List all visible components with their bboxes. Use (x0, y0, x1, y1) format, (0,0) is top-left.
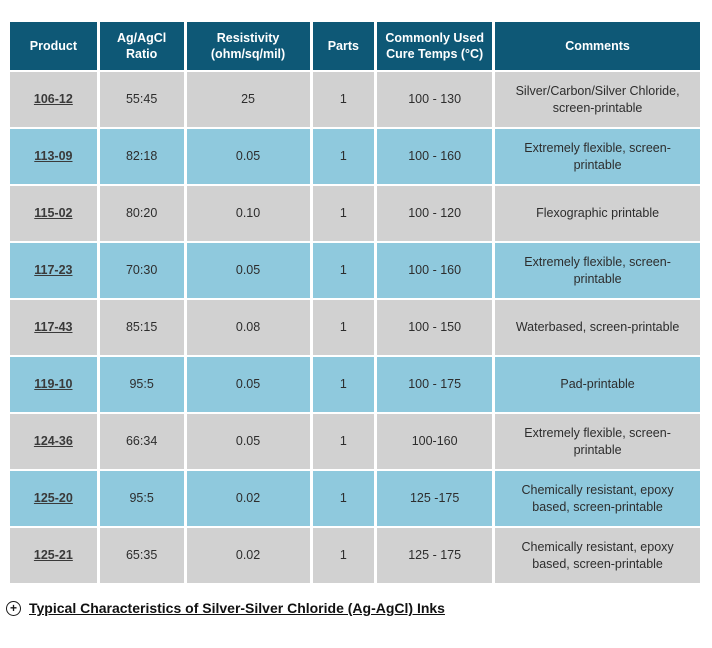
table-row: 124-36 66:34 0.05 1 100-160 Extremely flexibl… (10, 414, 700, 469)
cell-comments: Pad-printable (495, 357, 700, 412)
cell-comments: Flexographic printable (495, 186, 700, 241)
ink-products-table: Product Ag/AgCl Ratio Resistivity (ohm/s… (7, 20, 703, 585)
cell-resistivity: 25 (186, 72, 310, 127)
cell-comments: Extremely flexible, screen-printable (495, 243, 700, 298)
cell-resistivity: 0.05 (186, 357, 310, 412)
column-header-resistivity: Resistivity (ohm/sq/mil) (186, 22, 310, 70)
cell-ratio: 66:34 (99, 414, 184, 469)
cell-cure-temps: 100 - 150 (377, 300, 493, 355)
cell-ratio: 95:5 (99, 471, 184, 526)
cell-cure-temps: 100 - 120 (377, 186, 493, 241)
cell-parts: 1 (312, 129, 375, 184)
cell-resistivity: 0.05 (186, 129, 310, 184)
cell-ratio: 80:20 (99, 186, 184, 241)
cell-ratio: 95:5 (99, 357, 184, 412)
cell-resistivity: 0.10 (186, 186, 310, 241)
cell-comments: Extremely flexible, screen-printable (495, 129, 700, 184)
table-row: 117-23 70:30 0.05 1 100 - 160 Extremely flexi… (10, 243, 700, 298)
header-row: Product Ag/AgCl Ratio Resistivity (ohm/s… (10, 22, 700, 70)
circled-plus-icon[interactable]: + (6, 600, 21, 616)
cell-product: 113-09 (10, 129, 97, 184)
cell-cure-temps: 100 - 130 (377, 72, 493, 127)
column-header-comments: Comments (495, 22, 700, 70)
cell-product: 124-36 (10, 414, 97, 469)
cell-product: 117-43 (10, 300, 97, 355)
cell-ratio: 70:30 (99, 243, 184, 298)
cell-product: 115-02 (10, 186, 97, 241)
page: Product Ag/AgCl Ratio Resistivity (ohm/s… (0, 20, 712, 648)
column-header-parts: Parts (312, 22, 375, 70)
cell-comments: Chemically resistant, epoxy based, scree… (495, 471, 700, 526)
cell-comments: Chemically resistant, epoxy based, scree… (495, 528, 700, 583)
typical-characteristics-link[interactable]: Typical Characteristics of Silver-Silver… (29, 600, 445, 616)
cell-product: 117-23 (10, 243, 97, 298)
table-body: 106-12 55:45 25 1 100 - 130 Silver/Carbon/Sil… (10, 72, 700, 583)
cell-cure-temps: 100 - 175 (377, 357, 493, 412)
cell-cure-temps: 100 - 160 (377, 243, 493, 298)
cell-ratio: 85:15 (99, 300, 184, 355)
product-link[interactable]: 113-09 (34, 149, 73, 164)
product-link[interactable]: 125-20 (33, 491, 73, 506)
cell-parts: 1 (312, 414, 375, 469)
cell-product: 125-20 (10, 471, 97, 526)
cell-resistivity: 0.02 (186, 471, 310, 526)
cell-cure-temps: 100-160 (377, 414, 493, 469)
product-link[interactable]: 115-02 (34, 206, 73, 221)
product-link[interactable]: 117-23 (34, 263, 73, 278)
cell-ratio: 82:18 (99, 129, 184, 184)
cell-ratio: 65:35 (99, 528, 184, 583)
cell-resistivity: 0.02 (186, 528, 310, 583)
cell-cure-temps: 100 - 160 (377, 129, 493, 184)
cell-product: 119-10 (10, 357, 97, 412)
column-header-cure-temps: Commonly Used Cure Temps (°C) (377, 22, 493, 70)
cell-comments: Waterbased, screen-printable (495, 300, 700, 355)
cell-parts: 1 (312, 243, 375, 298)
cell-parts: 1 (312, 72, 375, 127)
product-link[interactable]: 117-43 (34, 320, 73, 335)
product-link[interactable]: 125-21 (33, 548, 73, 563)
cell-comments: Extremely flexible, screen-printable (495, 414, 700, 469)
table-row: 113-09 82:18 0.05 1 100 - 160 Extremely flexi… (10, 129, 700, 184)
table-row: 125-21 65:35 0.02 1 125 - 175 Chemically resi… (10, 528, 700, 583)
cell-parts: 1 (312, 528, 375, 583)
cell-parts: 1 (312, 471, 375, 526)
expand-section: + Typical Characteristics of Silver-Silv… (6, 600, 712, 616)
table-row: 115-02 80:20 0.10 1 100 - 120 Flexographic pr… (10, 186, 700, 241)
column-header-product: Product (10, 22, 97, 70)
cell-cure-temps: 125 - 175 (377, 528, 493, 583)
product-link[interactable]: 106-12 (33, 92, 73, 107)
cell-comments: Silver/Carbon/Silver Chloride, screen-pr… (495, 72, 700, 127)
cell-resistivity: 0.05 (186, 414, 310, 469)
cell-product: 106-12 (10, 72, 97, 127)
cell-parts: 1 (312, 186, 375, 241)
cell-resistivity: 0.08 (186, 300, 310, 355)
column-header-ratio: Ag/AgCl Ratio (99, 22, 184, 70)
cell-ratio: 55:45 (99, 72, 184, 127)
cell-resistivity: 0.05 (186, 243, 310, 298)
table-row: 117-43 85:15 0.08 1 100 - 150 Waterbased, scr… (10, 300, 700, 355)
table-row: 119-10 95:5 0.05 1 100 - 175 Pad-printable (10, 357, 700, 412)
cell-parts: 1 (312, 300, 375, 355)
cell-parts: 1 (312, 357, 375, 412)
table-row: 106-12 55:45 25 1 100 - 130 Silver/Carbon/Sil… (10, 72, 700, 127)
product-link[interactable]: 119-10 (34, 377, 73, 392)
cell-cure-temps: 125 -175 (377, 471, 493, 526)
table-row: 125-20 95:5 0.02 1 125 -175 Chemically resist… (10, 471, 700, 526)
product-link[interactable]: 124-36 (33, 434, 73, 449)
cell-product: 125-21 (10, 528, 97, 583)
